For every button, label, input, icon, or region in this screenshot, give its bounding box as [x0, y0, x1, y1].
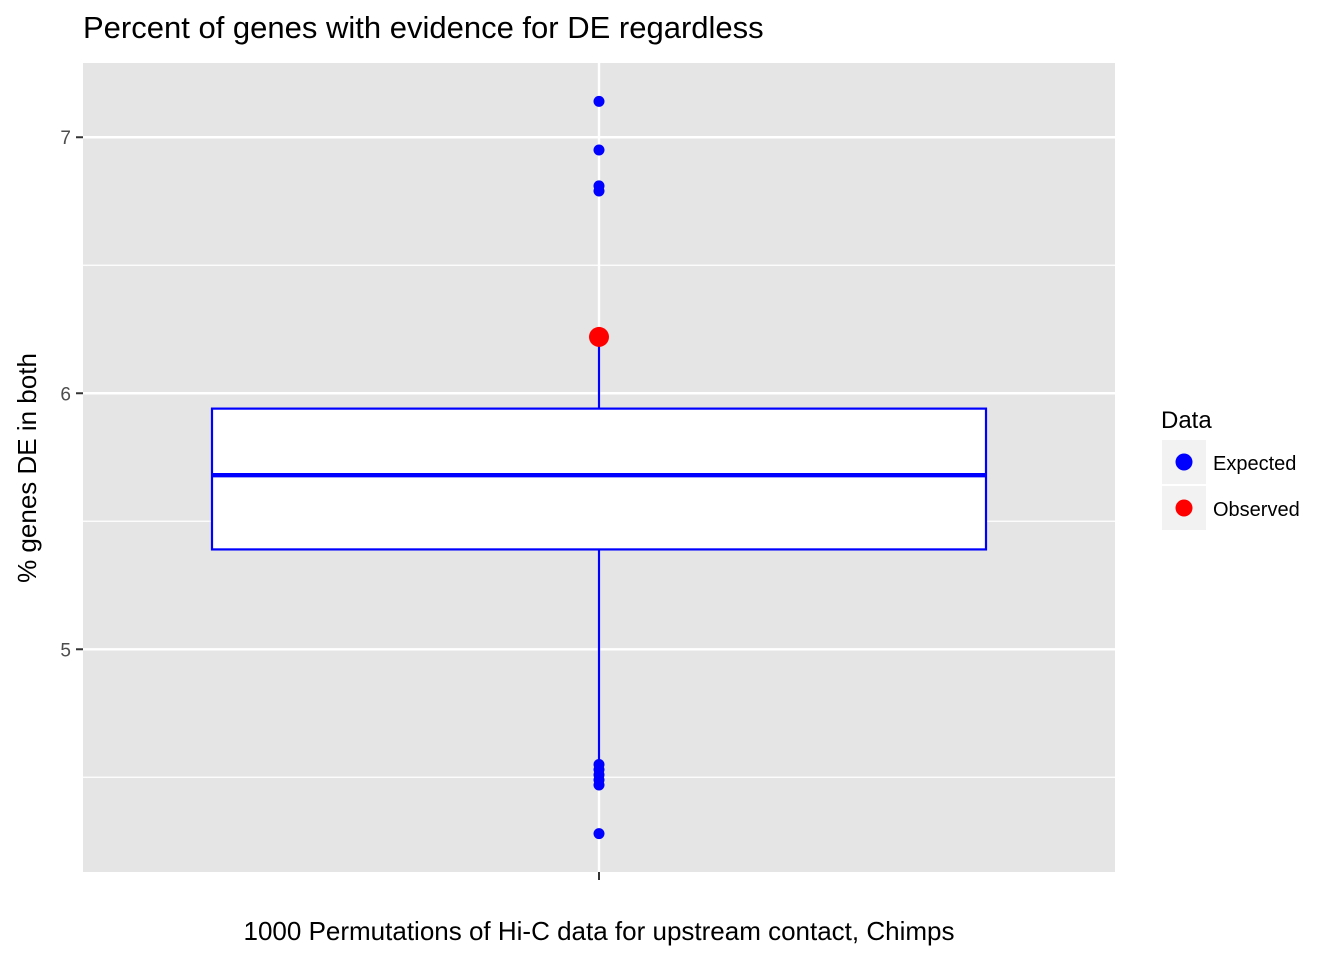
y-tick-label: 7 [60, 128, 71, 149]
y-axis: 5 6 7 [60, 128, 83, 661]
expected-outlier-point [593, 185, 605, 197]
legend-title: Data [1161, 407, 1212, 434]
y-tick-label: 6 [60, 384, 71, 405]
expected-outlier-point [593, 779, 605, 791]
x-axis-title: 1000 Permutations of Hi-C data for upstr… [244, 916, 955, 946]
box-iqr [210, 407, 988, 551]
legend-label-expected: Expected [1213, 453, 1296, 475]
legend-symbol-observed [1175, 499, 1193, 517]
expected-outlier-point [593, 828, 605, 840]
y-tick-label: 5 [60, 640, 71, 661]
expected-outlier-point [593, 144, 605, 156]
legend-symbol-expected [1175, 453, 1193, 471]
legend-label-observed: Observed [1213, 499, 1300, 521]
y-axis-title: % genes DE in both [12, 353, 42, 583]
expected-outlier-point [593, 95, 605, 107]
data-points [589, 95, 609, 840]
legend: Data Expected Observed [1161, 407, 1300, 530]
observed-point [589, 326, 609, 347]
chart-title: Percent of genes with evidence for DE re… [83, 10, 764, 45]
boxplot [210, 336, 988, 768]
